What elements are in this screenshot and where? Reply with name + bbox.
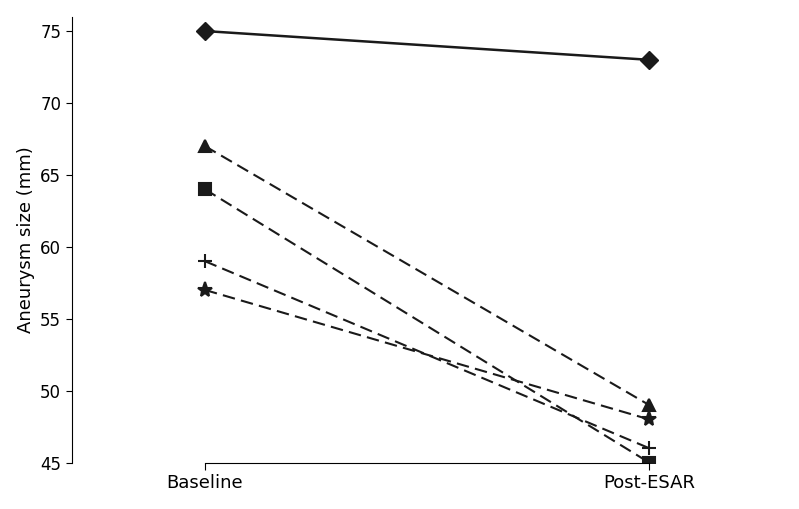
Y-axis label: Aneurysm size (mm): Aneurysm size (mm) — [17, 146, 34, 333]
